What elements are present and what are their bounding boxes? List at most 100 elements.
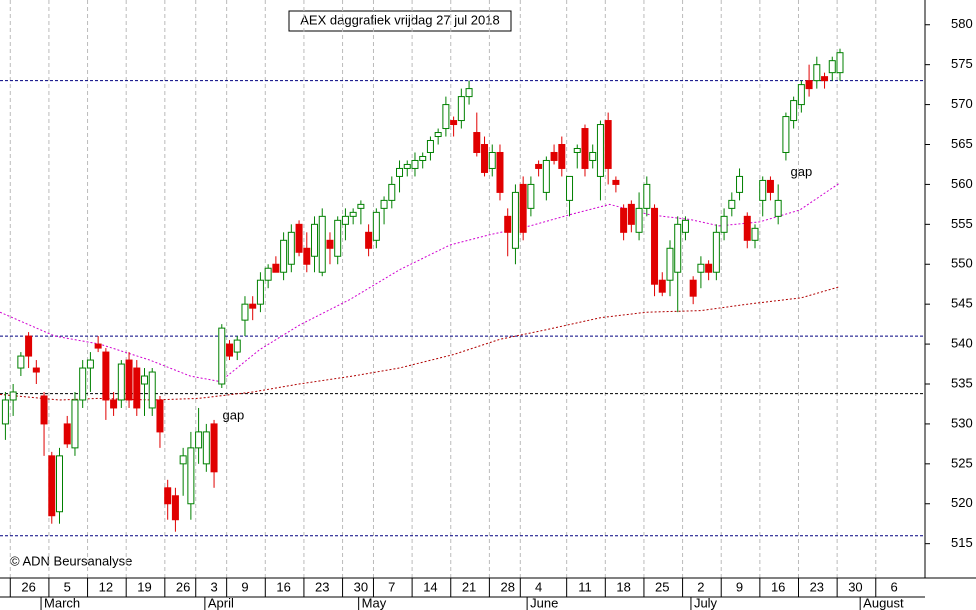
candle-body	[426, 140, 434, 153]
candle-body	[86, 359, 94, 369]
candle-body	[728, 199, 736, 209]
month-label: March	[44, 595, 80, 610]
candle-body	[720, 215, 728, 233]
candle-body	[743, 215, 751, 241]
candle-body	[736, 175, 744, 193]
candle-body	[511, 191, 519, 249]
title-box	[288, 10, 512, 32]
month-label: May	[362, 595, 387, 610]
candle-body	[195, 431, 203, 449]
y-tick-label: 540	[951, 336, 973, 351]
candle-body	[388, 183, 396, 201]
x-tick-label: 14	[423, 579, 437, 594]
y-tick-label: 555	[951, 216, 973, 231]
candle-body	[226, 343, 234, 357]
candle-body	[751, 227, 759, 241]
candle-body	[256, 279, 264, 305]
candle-body	[1, 399, 9, 425]
candle-body	[697, 263, 705, 273]
candle-body	[326, 239, 334, 249]
candle-body	[133, 367, 141, 409]
candle-body	[32, 367, 40, 373]
candle-body	[434, 132, 442, 138]
candle-body	[141, 375, 149, 385]
candle-body	[535, 163, 543, 169]
candle-body	[318, 215, 326, 273]
candle-body	[519, 183, 527, 233]
candle-body	[573, 147, 581, 153]
y-tick-label: 530	[951, 415, 973, 430]
candle-body	[450, 120, 458, 126]
y-tick-label: 560	[951, 176, 973, 191]
candle-body	[457, 96, 465, 122]
candle-body	[79, 367, 87, 401]
candle-body	[627, 203, 635, 225]
candle-body	[341, 215, 349, 225]
candle-body	[102, 351, 110, 401]
x-tick-label: 5	[64, 579, 71, 594]
y-tick-label: 520	[951, 495, 973, 510]
candle-body	[202, 431, 210, 465]
candle-body	[71, 399, 79, 449]
candle-body	[380, 199, 388, 209]
candle-body	[581, 128, 589, 169]
x-tick-label: 23	[315, 579, 329, 594]
candle-body	[233, 339, 241, 353]
candle-body	[357, 203, 365, 209]
candle-body	[481, 144, 489, 173]
candle-body	[94, 343, 102, 349]
x-tick-label: 3	[210, 579, 217, 594]
annotation: gap	[223, 407, 245, 422]
candle-body	[550, 151, 558, 161]
x-tick-label: 9	[241, 579, 248, 594]
moving-average	[0, 182, 841, 383]
candle-body	[48, 455, 56, 517]
candle-body	[612, 179, 620, 185]
y-tick-label: 580	[951, 16, 973, 31]
x-tick-label: 30	[848, 579, 862, 594]
y-tick-label: 550	[951, 256, 973, 271]
x-tick-label: 28	[500, 579, 514, 594]
candle-body	[272, 263, 280, 273]
y-tick-label: 525	[951, 455, 973, 470]
candle-body	[264, 267, 272, 281]
candle-body	[295, 223, 303, 253]
candle-body	[658, 279, 666, 293]
candle-body	[287, 231, 295, 265]
x-tick-label: 4	[535, 579, 542, 594]
x-tick-label: 25	[655, 579, 669, 594]
candle-body	[504, 215, 512, 233]
candle-body	[396, 167, 404, 177]
candle-body	[40, 395, 48, 425]
candle-body	[171, 495, 179, 521]
x-tick-label: 23	[810, 579, 824, 594]
candle-body	[797, 84, 805, 106]
candle-body	[125, 359, 133, 401]
candle-body	[17, 355, 25, 369]
candle-body	[821, 76, 829, 82]
chart-title: AEX daggrafiek vrijdag 27 jul 2018	[300, 12, 499, 27]
y-tick-label: 570	[951, 96, 973, 111]
candle-body	[210, 423, 218, 473]
x-tick-label: 11	[578, 579, 592, 594]
candle-body	[56, 455, 64, 513]
month-label: April	[208, 595, 234, 610]
y-tick-label: 545	[951, 296, 973, 311]
candle-body	[496, 151, 504, 193]
candle-body	[334, 219, 342, 257]
candle-body	[635, 207, 643, 233]
x-tick-label: 6	[890, 579, 897, 594]
candle-body	[782, 116, 790, 153]
candle-body	[303, 247, 311, 265]
month-label: July	[694, 595, 718, 610]
candle-body	[442, 104, 450, 130]
x-tick-label: 16	[771, 579, 785, 594]
candle-body	[63, 423, 71, 445]
candle-body	[774, 199, 782, 217]
copyright: © ADN Beursanalyse	[10, 553, 132, 568]
x-tick-label: 7	[388, 579, 395, 594]
candle-body	[419, 155, 427, 161]
candle-body	[712, 231, 720, 273]
